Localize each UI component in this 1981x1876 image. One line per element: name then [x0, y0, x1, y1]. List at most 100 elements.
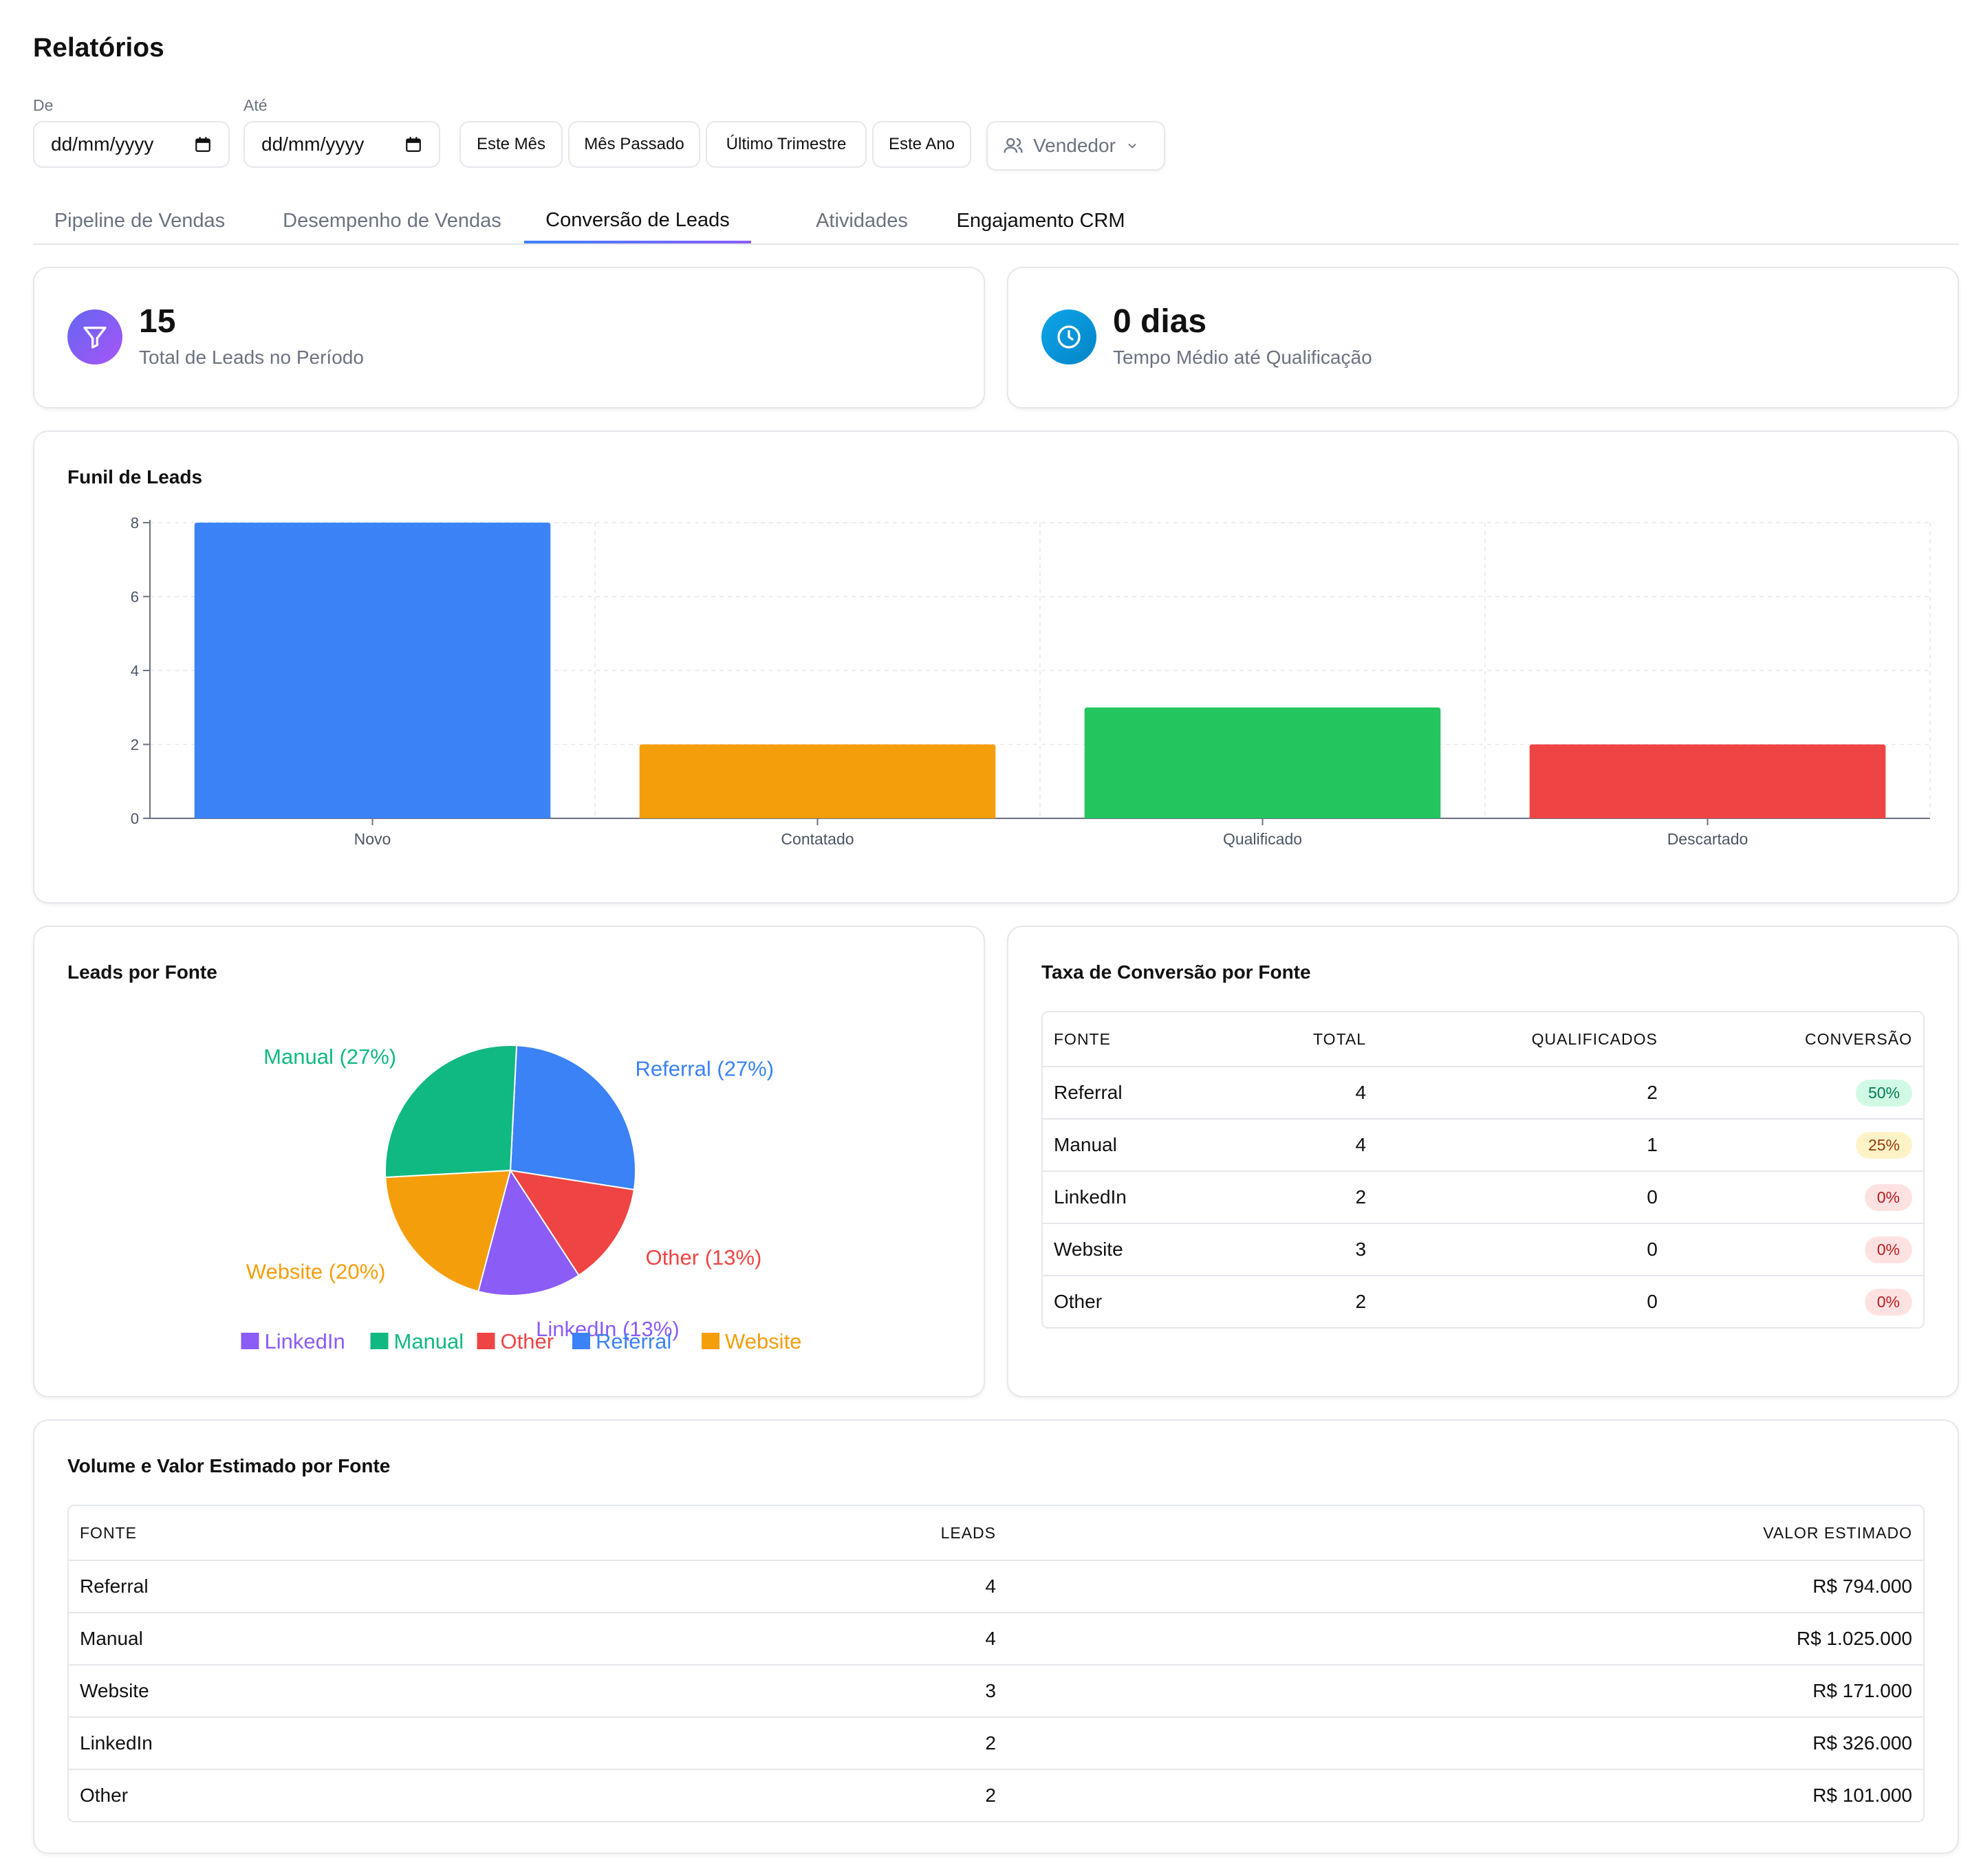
this-month-button[interactable]: Este Mês	[459, 121, 563, 168]
chart-title: Funil de Leads	[67, 466, 203, 488]
users-icon	[1004, 138, 1023, 153]
column-header-qualified: QUALIFICADOS	[1377, 1012, 1669, 1067]
legend-swatch	[241, 1333, 259, 1349]
leads-by-source-chart: Referral (27%) Other (13%) LinkedIn (13%) W…	[241, 1045, 801, 1353]
last-month-button[interactable]: Mês Passado	[568, 121, 700, 168]
column-header-estimated-value: VALOR ESTIMADO	[1007, 1506, 1923, 1561]
leads-cell: 3	[572, 1665, 1007, 1718]
estimated-value-cell: R$ 171.000	[1007, 1665, 1923, 1718]
from-label: De	[33, 96, 54, 114]
to-date-value: dd/mm/yyyy	[261, 133, 365, 155]
table-row: Other 2 R$ 101.000	[69, 1769, 1923, 1821]
table-header-row: FONTE TOTAL QUALIFICADOS CONVERSÃO	[1043, 1012, 1923, 1067]
seller-select-label: Vendedor	[1033, 135, 1116, 156]
table-row: Referral 4 2 50%	[1043, 1067, 1923, 1120]
estimated-value-cell: R$ 101.000	[1812, 1785, 1912, 1806]
y-tick-label: 2	[131, 737, 139, 754]
pie-slice-label: Referral (27%)	[636, 1056, 775, 1080]
total-cell: 4	[1229, 1119, 1378, 1172]
conversion-cell: 0%	[1668, 1223, 1923, 1276]
estimated-value-cell: R$ 326.000	[1007, 1717, 1923, 1770]
this-year-button[interactable]: Este Ano	[872, 121, 971, 168]
conversion-cell: 0%	[1669, 1276, 1923, 1327]
x-tick-label: Novo	[354, 830, 391, 848]
pie-slice-linkedin[interactable]	[477, 1168, 580, 1296]
conversion-badge: 0%	[1864, 1236, 1912, 1263]
chevron-down-icon	[1128, 143, 1136, 149]
from-date-value: dd/mm/yyyy	[51, 133, 154, 155]
leads-cell: 4	[572, 1560, 1007, 1613]
bar-descartado[interactable]	[1529, 744, 1886, 819]
calendar-icon[interactable]	[194, 135, 212, 153]
conversion-badge: 25%	[1855, 1131, 1912, 1159]
y-tick-label: 4	[131, 662, 139, 679]
bar-contatado[interactable]	[639, 744, 996, 819]
seller-select[interactable]: Vendedor	[986, 121, 1165, 171]
leads-cell: 2	[985, 1785, 996, 1806]
source-cell: Website	[69, 1665, 572, 1718]
source-cell: LinkedIn	[1043, 1171, 1230, 1224]
conversion-rate-card: Taxa de Conversão por Fonte FONTE TOTAL …	[1007, 926, 1959, 1397]
pie-slice-website[interactable]	[385, 1169, 512, 1293]
table-row: LinkedIn 2 0 0%	[1043, 1171, 1923, 1224]
legend-swatch	[572, 1333, 590, 1349]
tab-sales-pipeline[interactable]: Pipeline de Vendas	[54, 209, 226, 232]
last-quarter-button[interactable]: Último Trimestre	[706, 121, 867, 168]
x-tick-label: Descartado	[1667, 830, 1749, 848]
source-cell: Manual	[1043, 1119, 1230, 1172]
total-cell: 3	[1229, 1223, 1378, 1276]
x-tick-label: Qualificado	[1223, 830, 1302, 848]
kpi-value: 15	[139, 303, 176, 340]
conversion-cell: 25%	[1668, 1119, 1923, 1172]
table-row: LinkedIn 2 R$ 326.000	[69, 1717, 1923, 1770]
pie-slice-manual[interactable]	[385, 1045, 518, 1179]
table-title: Taxa de Conversão por Fonte	[1041, 961, 1311, 983]
from-date-input[interactable]: dd/mm/yyyy	[33, 121, 230, 168]
table-row: Other 2 0 0%	[1043, 1276, 1923, 1327]
kpi-card-avg-qualification-time: 0 dias Tempo Médio até Qualificação	[1007, 267, 1959, 408]
pie-slice-other[interactable]	[508, 1169, 635, 1276]
table-row: Website 3 R$ 171.000	[69, 1665, 1923, 1718]
source-cell: Referral	[69, 1560, 572, 1613]
qualified-cell: 2	[1377, 1067, 1669, 1120]
legend-label: Manual	[394, 1329, 464, 1353]
estimated-value-cell: R$ 1.025.000	[1007, 1613, 1923, 1666]
estimated-value-cell: R$ 794.000	[1007, 1560, 1923, 1613]
table-title: Volume e Valor Estimado por Fonte	[67, 1455, 391, 1476]
page-title: Relatórios	[33, 33, 164, 63]
pie-slice-label: Other (13%)	[646, 1245, 762, 1269]
leads-cell: 2	[572, 1717, 1007, 1770]
lead-funnel-chart: 0 2 4 6 8 Novo Contatado Qualificado Descartado	[131, 514, 1931, 848]
legend-swatch	[370, 1333, 389, 1349]
pie-slice-label: LinkedIn (13%)	[536, 1317, 680, 1341]
to-label: Até	[243, 96, 268, 114]
qualified-cell: 0	[1647, 1291, 1658, 1312]
pie-slice-referral[interactable]	[509, 1045, 636, 1191]
total-cell: 4	[1229, 1067, 1378, 1120]
tab-lead-conversion[interactable]: Conversão de Leads	[524, 199, 751, 243]
leads-cell: 4	[572, 1613, 1007, 1666]
pie-slice-label: Website (20%)	[246, 1260, 386, 1284]
source-cell: Other	[80, 1785, 129, 1806]
tab-crm-engagement[interactable]: Engajamento CRM	[956, 209, 1125, 232]
volume-value-card: Volume e Valor Estimado por Fonte FONTE …	[33, 1419, 1959, 1854]
y-tick-label: 8	[131, 514, 139, 532]
report-tabs: Pipeline de Vendas Desempenho de Vendas …	[33, 199, 1959, 245]
volume-table: FONTE LEADS VALOR ESTIMADO Referral 4 R$ 7…	[67, 1505, 1925, 1822]
to-date-input[interactable]: dd/mm/yyyy	[243, 121, 440, 168]
tab-activities[interactable]: Atividades	[816, 209, 908, 232]
calendar-icon[interactable]	[404, 135, 422, 153]
source-cell: Website	[1043, 1223, 1230, 1276]
conversion-badge: 0%	[1864, 1184, 1912, 1211]
legend-label: Referral	[596, 1329, 671, 1353]
bar-qualificado[interactable]	[1084, 707, 1441, 818]
conversion-cell: 0%	[1668, 1171, 1923, 1224]
legend-label: Website	[725, 1329, 801, 1353]
legend-label: LinkedIn	[265, 1329, 345, 1353]
bar-novo[interactable]	[194, 523, 551, 818]
total-cell: 2	[1229, 1171, 1378, 1224]
table-row: Manual 4 R$ 1.025.000	[69, 1613, 1923, 1666]
clock-icon	[1041, 309, 1096, 364]
tab-sales-performance[interactable]: Desempenho de Vendas	[283, 209, 501, 232]
